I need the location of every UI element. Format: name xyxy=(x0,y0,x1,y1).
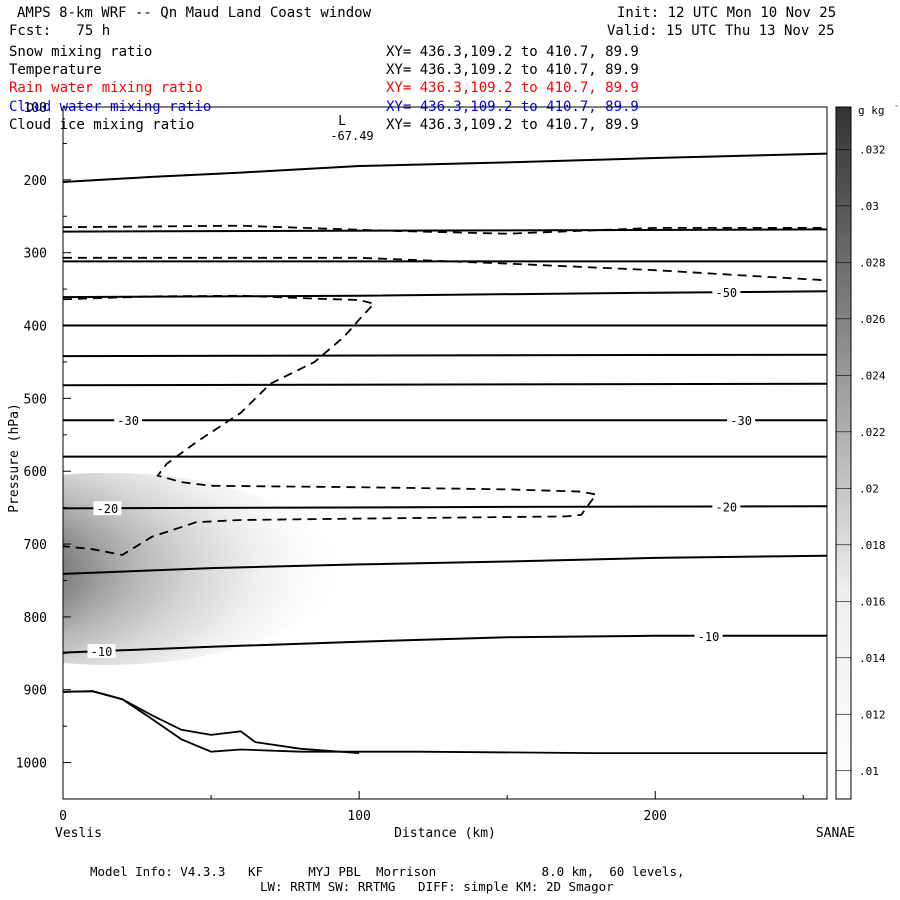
colorbar-tick-label: .024 xyxy=(859,369,886,382)
snow-contour xyxy=(63,224,827,556)
field-name: Snow mixing ratio xyxy=(9,44,153,60)
y-tick-label: 600 xyxy=(24,465,47,480)
isotherm-label: -20 xyxy=(97,502,119,516)
colorbar-tick-label: .012 xyxy=(859,708,886,721)
colorbar-tick-label: .02 xyxy=(859,482,879,495)
isotherm-label-bg xyxy=(87,644,116,659)
temperature-isotherm xyxy=(63,152,827,183)
init-time: Init: 12 UTC Mon 10 Nov 25 xyxy=(617,5,837,21)
temperature-isotherm xyxy=(63,382,827,387)
y-tick-label: 200 xyxy=(24,174,47,189)
y-tick-label: 300 xyxy=(24,247,47,262)
y-tick-label: 100 xyxy=(24,101,47,116)
y-tick-label: 500 xyxy=(24,392,47,407)
terrain-line xyxy=(62,690,827,754)
y-axis-label: Pressure (hPa) xyxy=(7,403,22,513)
field-name: Temperature xyxy=(9,62,102,79)
y-tick-label: 400 xyxy=(24,320,47,335)
isotherm-label-bg xyxy=(712,499,741,514)
x-tick-label: 100 xyxy=(347,809,370,824)
y-tick-label: 1000 xyxy=(16,757,47,772)
model-info-line1: Model Info: V4.3.3 KF MYJ PBL Morrison 8… xyxy=(90,864,685,879)
temperature-isotherm xyxy=(63,290,827,299)
isotherm-label-bg xyxy=(93,501,122,516)
terrain-line xyxy=(62,690,360,754)
isotherm-label: -30 xyxy=(730,414,752,428)
x-tick-label: 0 xyxy=(59,809,67,824)
isotherm-label-bg xyxy=(114,413,143,428)
chart-title: AMPS 8-km WRF -- Qn Maud Land Coast wind… xyxy=(17,5,372,21)
y-tick-label: 800 xyxy=(24,611,47,626)
x-tick-label: 200 xyxy=(644,809,667,824)
x-axis-label: Distance (km) xyxy=(394,826,496,841)
colorbar-tick-label: .032 xyxy=(859,143,886,156)
isotherm-label-bg xyxy=(727,413,756,428)
colorbar-tick-label: .028 xyxy=(859,256,886,269)
plot-frame xyxy=(62,106,828,800)
isotherm-label: -50 xyxy=(715,286,737,300)
field-name: Rain water mixing ratio xyxy=(9,80,203,97)
low-marker-value: -67.49 xyxy=(330,129,373,143)
field-xy: XY= 436.3,109.2 to 410.7, 89.9 xyxy=(386,44,639,60)
colorbar-tick-label: .03 xyxy=(859,200,879,213)
y-tick-label: 700 xyxy=(24,538,47,553)
y-tick-label: 900 xyxy=(24,684,47,699)
temperature-isotherm xyxy=(63,353,827,358)
colorbar-tick-label: .026 xyxy=(859,313,886,326)
colorbar-tick-label: .018 xyxy=(859,539,886,552)
colorbar-unit: g kg xyxy=(858,104,885,117)
field-xy: XY= 436.3,109.2 to 410.7, 89.9 xyxy=(386,116,639,133)
temperature-isotherm xyxy=(63,634,827,654)
right-endpoint-label: SANAE xyxy=(816,826,855,841)
isotherm-label: -20 xyxy=(715,500,737,514)
isotherm-group xyxy=(63,152,827,654)
colorbar-tick-label: .022 xyxy=(859,426,886,439)
left-endpoint-label: Veslis xyxy=(55,826,102,841)
low-marker-symbol: L xyxy=(338,114,346,129)
isotherm-label-bg xyxy=(712,285,741,300)
isotherm-label-bg xyxy=(694,628,723,643)
colorbar-tick-label: .016 xyxy=(859,595,886,608)
valid-time: Valid: 15 UTC Thu 13 Nov 25 xyxy=(607,23,835,39)
field-name: Cloud ice mixing ratio xyxy=(9,116,195,133)
isotherm-label: -30 xyxy=(117,414,139,428)
colorbar-tick-label: .014 xyxy=(859,652,886,665)
colorbar-tick-label: .01 xyxy=(859,765,879,778)
isotherm-label: -10 xyxy=(698,630,720,644)
forecast-hour: Fcst: 75 h xyxy=(9,23,111,39)
colorbar xyxy=(835,106,852,800)
model-info-line2: LW: RRTM SW: RRTMG DIFF: simple KM: 2D S… xyxy=(260,879,614,894)
temperature-isotherm xyxy=(63,228,827,233)
field-xy: XY= 436.3,109.2 to 410.7, 89.9 xyxy=(386,62,639,79)
temperature-isotherm xyxy=(63,554,827,575)
field-xy: XY= 436.3,109.2 to 410.7, 89.9 xyxy=(386,80,639,97)
colorbar-unit-exponent: -1 xyxy=(894,101,900,110)
isotherm-label: -10 xyxy=(91,645,113,659)
